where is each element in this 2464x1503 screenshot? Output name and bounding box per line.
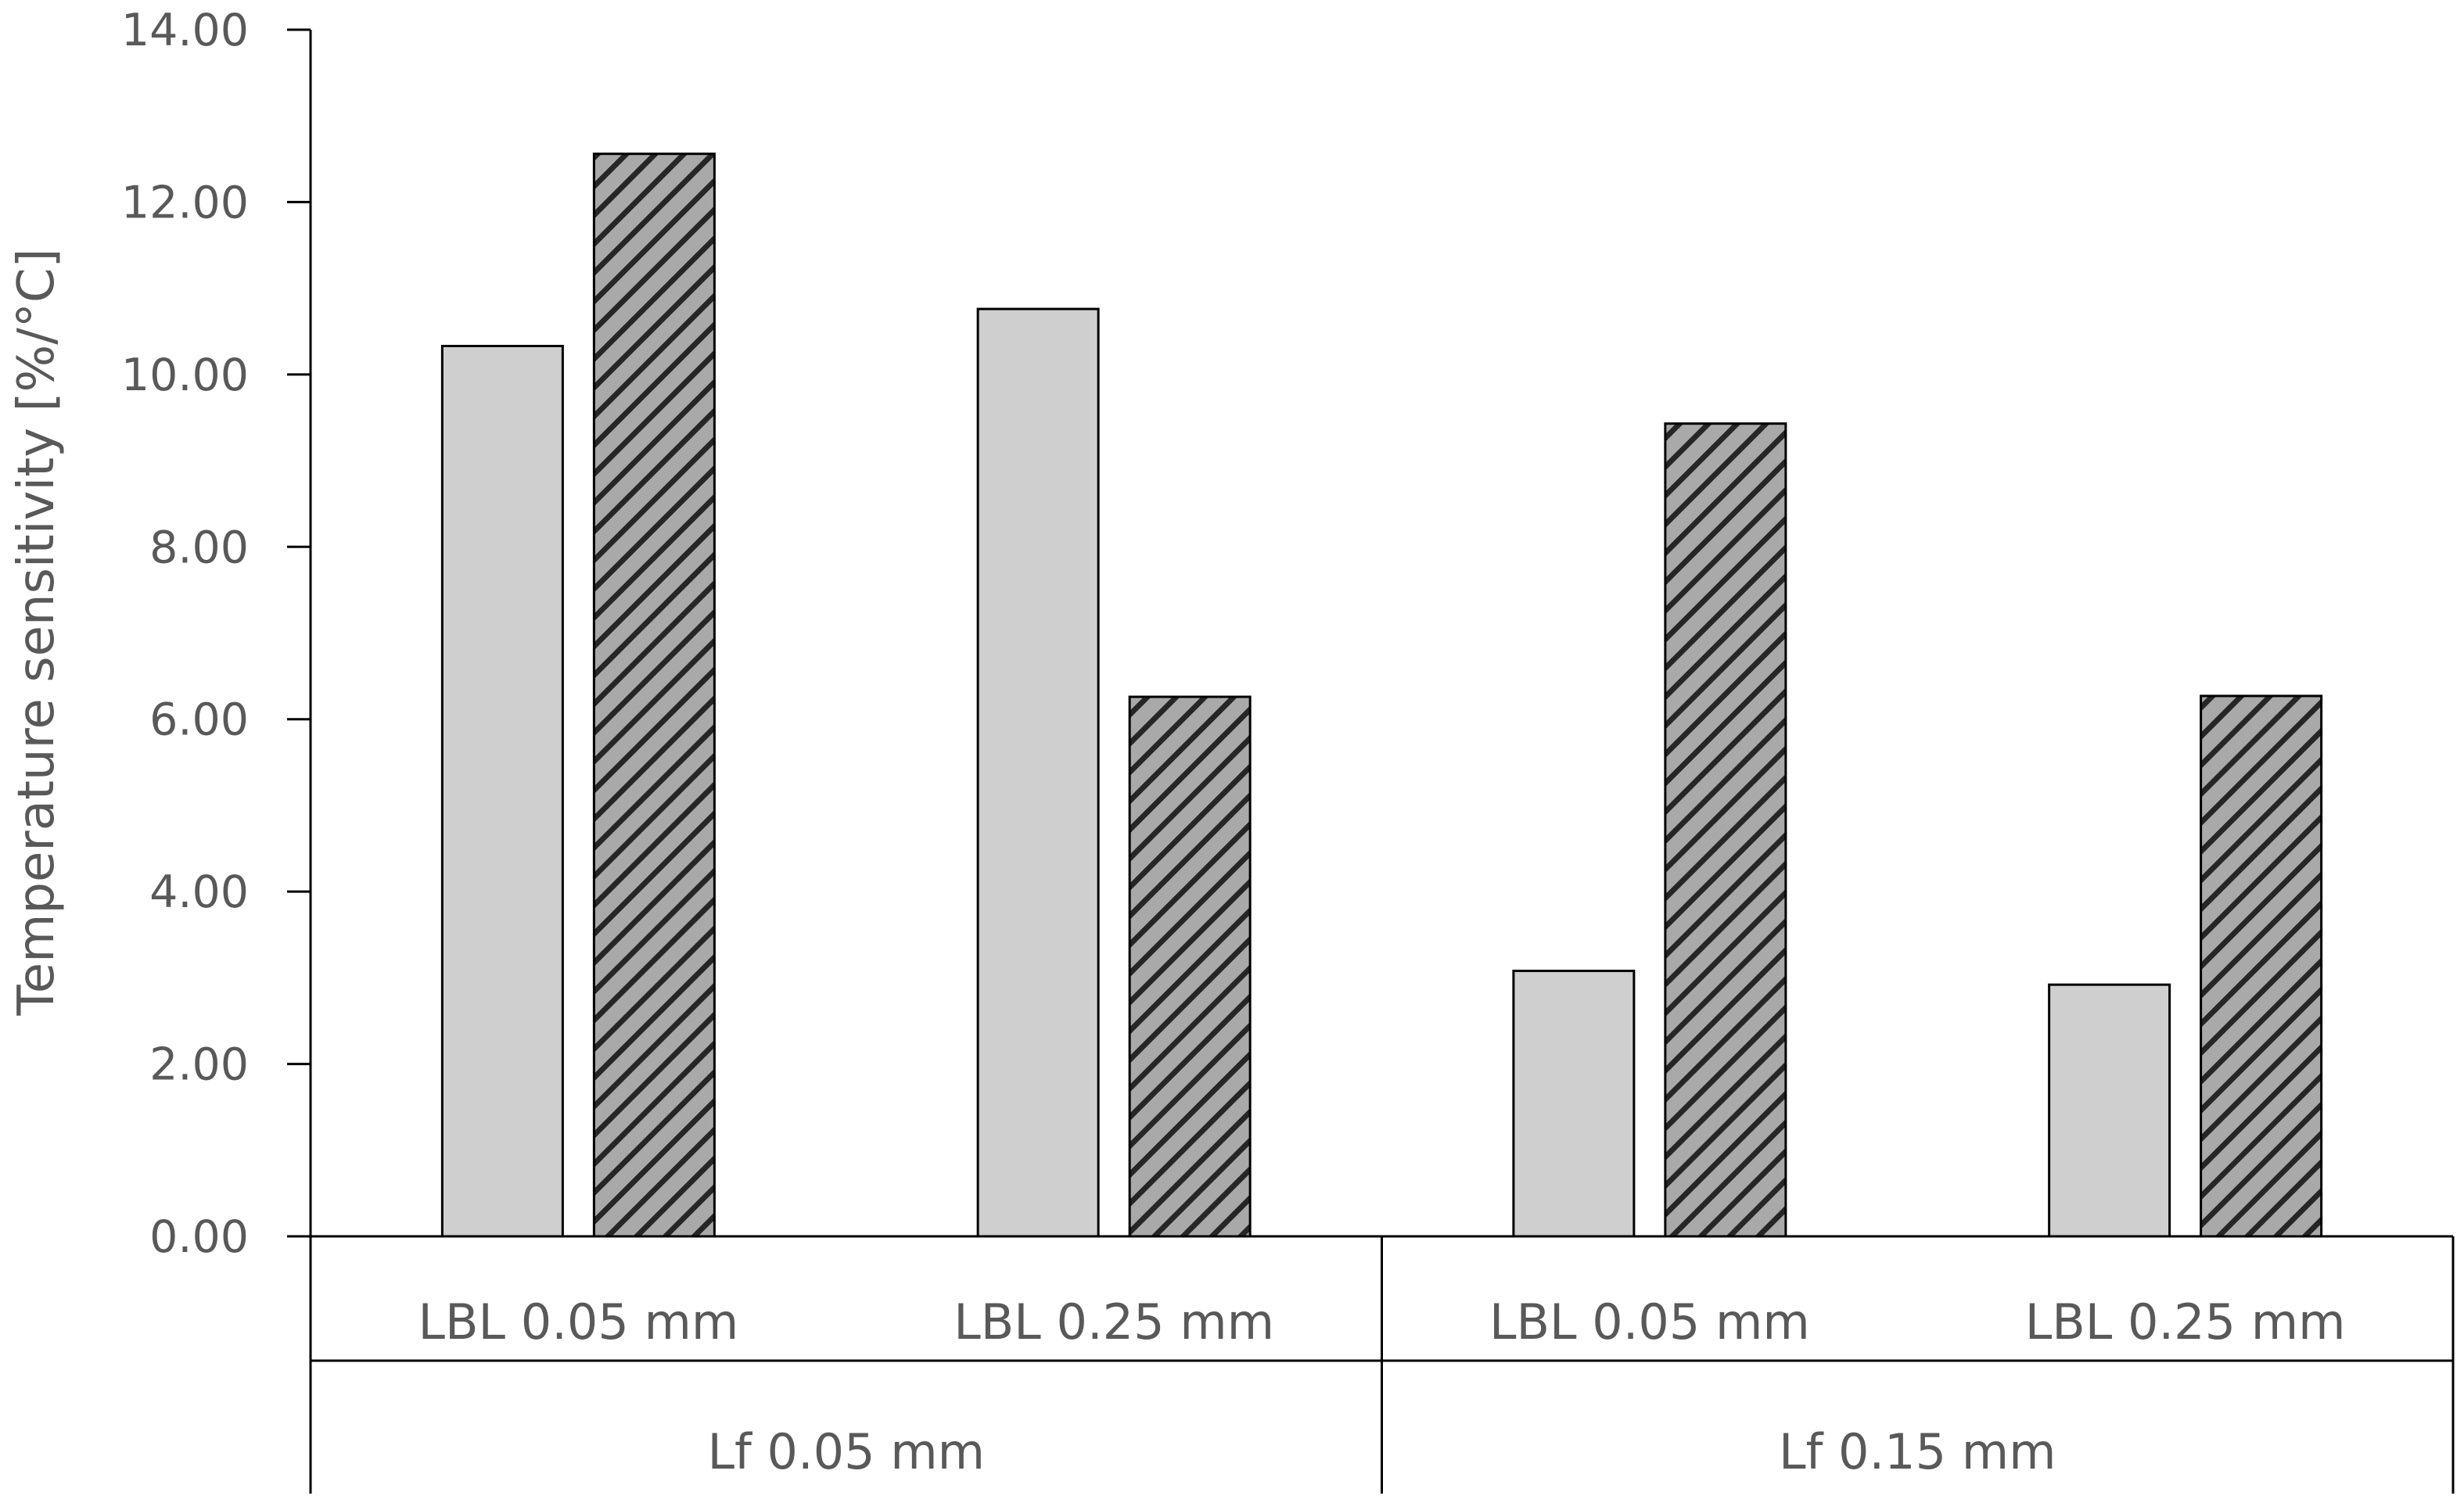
y-tick-label: 6.00 — [149, 694, 249, 746]
bars — [440, 152, 2323, 1238]
bar-series-1 — [1512, 970, 1636, 1238]
y-tick-label: 0.00 — [149, 1211, 249, 1263]
labels: 0.00 2.00 4.00 6.00 8.00 10.00 12.00 14.00 LBL 0… — [121, 5, 2346, 1480]
y-tick-label: 14.00 — [121, 5, 249, 56]
category-label: LBL 0.05 mm — [418, 1293, 738, 1351]
y-tick-label: 2.00 — [149, 1039, 249, 1091]
category-label: LBL 0.05 mm — [1489, 1293, 1810, 1351]
bar-series-1 — [2048, 983, 2171, 1238]
category-label: LBL 0.25 mm — [954, 1293, 1274, 1351]
y-tick-label: 12.00 — [121, 177, 249, 228]
y-tick-label: 8.00 — [149, 522, 249, 573]
bar-series-2 — [592, 152, 716, 1238]
bar-series-2 — [1128, 695, 1252, 1238]
y-axis-title: Temperature sensitivity [%/°C] — [8, 249, 66, 1017]
bar-series-1 — [976, 307, 1100, 1238]
bar-series-2 — [2200, 694, 2323, 1238]
bar-series-2 — [1664, 422, 1787, 1238]
y-tick-label: 10.00 — [121, 350, 249, 401]
group-label: Lf 0.05 mm — [707, 1423, 985, 1480]
group-label: Lf 0.15 mm — [1779, 1423, 2056, 1480]
bar-series-1 — [440, 344, 564, 1238]
y-tick-label: 4.00 — [149, 866, 249, 918]
category-label: LBL 0.25 mm — [2025, 1293, 2346, 1351]
